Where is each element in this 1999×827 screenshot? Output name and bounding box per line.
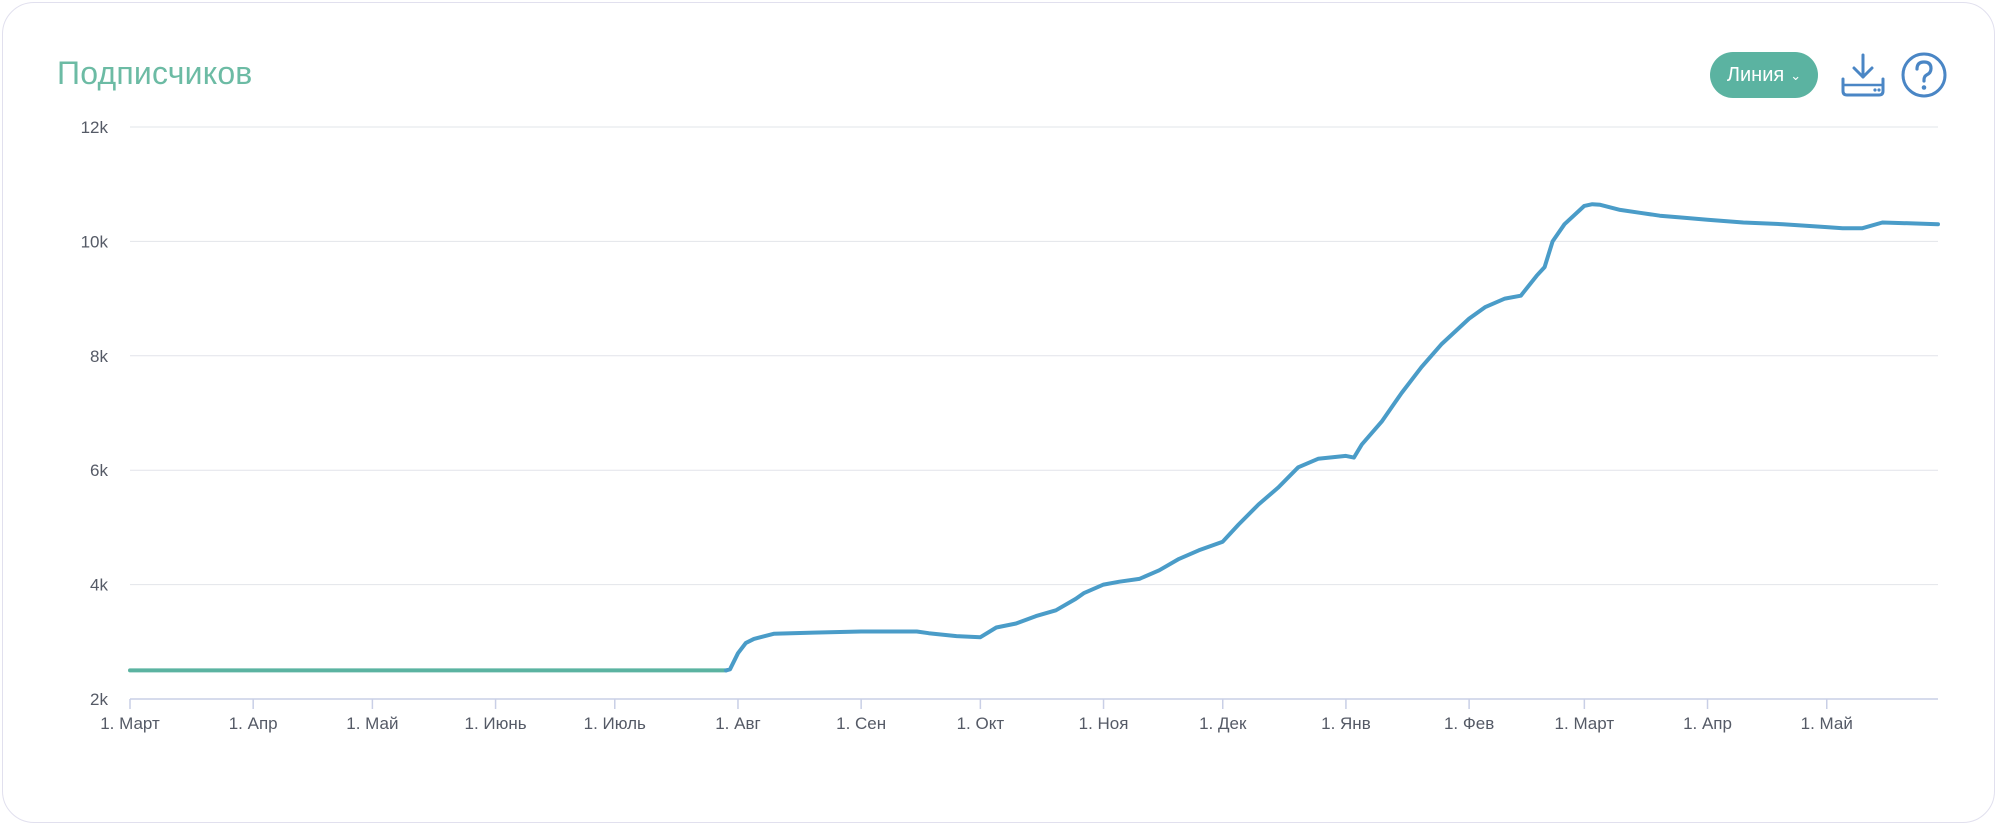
y-tick-label: 12k [81, 118, 109, 137]
help-icon [1901, 52, 1947, 98]
series-line [724, 202, 1940, 673]
x-tick-label: 1. Фев [1444, 714, 1494, 733]
help-button[interactable] [1900, 51, 1948, 99]
chart-type-label: Линия [1726, 63, 1785, 86]
x-tick-label: 1. Апр [1683, 714, 1732, 733]
x-tick-label: 1. Июнь [465, 714, 527, 733]
download-button[interactable] [1839, 51, 1887, 99]
y-tick-label: 2k [90, 690, 108, 709]
x-tick-label: 1. Март [100, 714, 160, 733]
x-tick-label: 1. Апр [229, 714, 278, 733]
y-tick-label: 6k [90, 461, 108, 480]
y-tick-label: 8k [90, 347, 108, 366]
x-tick-label: 1. Ноя [1079, 714, 1129, 733]
y-tick-label: 4k [90, 576, 108, 595]
x-tick-label: 1. Янв [1321, 714, 1371, 733]
chart-type-dropdown[interactable]: Линия ⌄ [1710, 52, 1818, 98]
x-tick-label: 1. Май [1801, 714, 1853, 733]
x-tick-label: 1. Март [1555, 714, 1615, 733]
x-tick-label: 1. Июль [584, 714, 646, 733]
x-tick-label: 1. Авг [715, 714, 760, 733]
x-tick-label: 1. Сен [836, 714, 886, 733]
x-tick-label: 1. Окт [957, 714, 1005, 733]
x-tick-label: 1. Дек [1199, 714, 1247, 733]
x-tick-label: 1. Май [346, 714, 398, 733]
y-tick-label: 10k [81, 232, 109, 251]
download-icon [1841, 53, 1885, 97]
chart-title: Подписчиков [57, 55, 253, 91]
chevron-down-icon: ⌄ [1790, 68, 1802, 83]
